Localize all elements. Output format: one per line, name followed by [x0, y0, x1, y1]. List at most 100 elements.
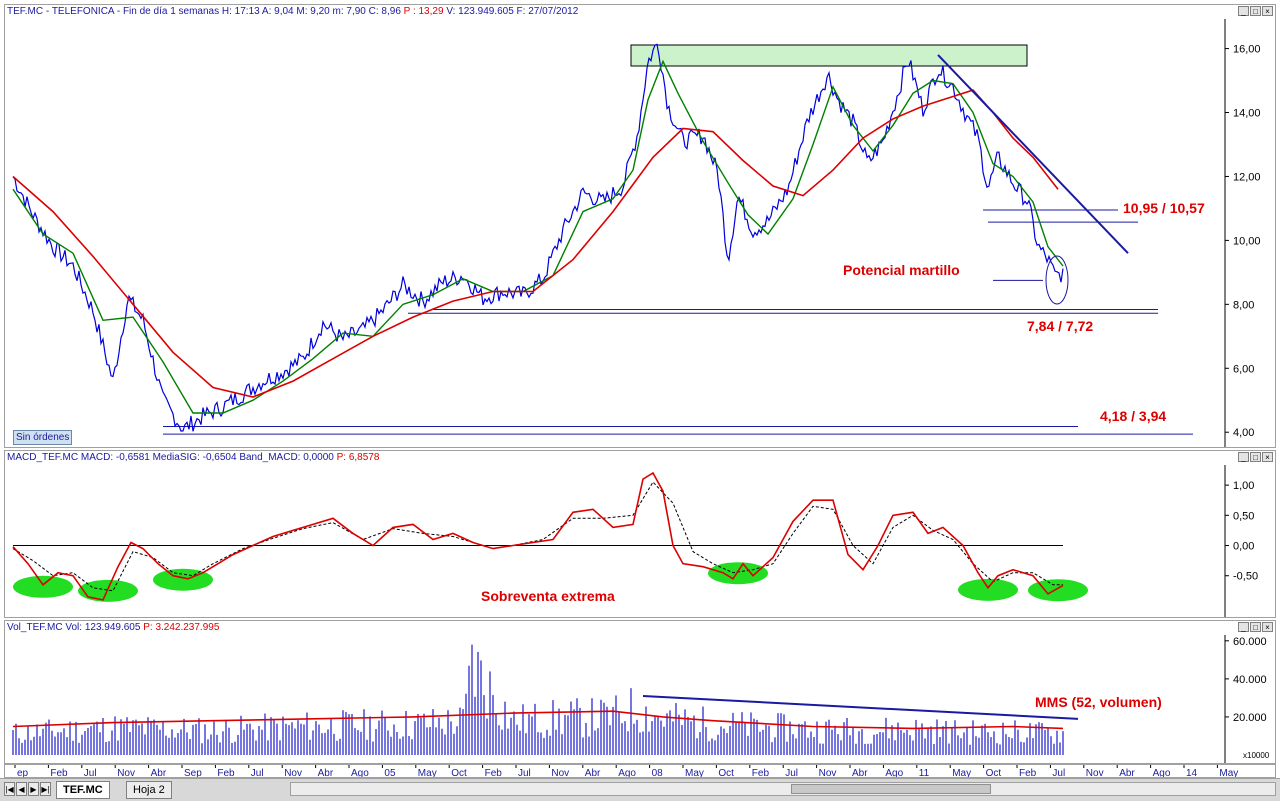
price-title-tail: V: 123.949.605 F: 27/07/2012: [446, 6, 579, 17]
macd-y-tick-label: 0,00: [1233, 541, 1254, 553]
annotation-low: 4,18 / 3,94: [1100, 408, 1166, 424]
tab-hoja-2[interactable]: Hoja 2: [126, 781, 172, 799]
x-tick-label: May: [1219, 768, 1238, 777]
price-y-tick-label: 12,00: [1233, 171, 1261, 183]
price-title-name: TEF.MC - TELEFONICA - Fin de día 1 seman…: [7, 6, 220, 17]
x-tick-label: May: [418, 768, 437, 777]
vol-y-tick-label: 60.000: [1233, 636, 1267, 648]
price-panel-title: TEF.MC - TELEFONICA - Fin de día 1 seman…: [7, 5, 578, 19]
price-y-tick-label: 14,00: [1233, 108, 1261, 120]
maximize-icon[interactable]: □: [1250, 6, 1261, 16]
slow-ma-line: [12, 89, 1059, 398]
x-tick-label: Ago: [618, 768, 636, 777]
vol-y-tick-label: 40.000: [1233, 674, 1267, 686]
macd-panel-title: MACD_TEF.MC MACD: -0,6581 MediaSIG: -0,6…: [7, 451, 379, 465]
volume-scale-note: x10000: [1243, 751, 1270, 760]
x-tick-label: Nov: [551, 768, 569, 777]
last-sheet-icon[interactable]: ▶|: [40, 782, 51, 796]
x-tick-label: Feb: [217, 768, 235, 777]
macd-title-pct: P: 6,8578: [336, 452, 380, 463]
resistance-zone: [630, 44, 1028, 67]
x-tick-label: Jul: [84, 768, 97, 777]
x-tick-label: Feb: [1019, 768, 1037, 777]
price-title-pct: P : 13,29: [403, 6, 444, 17]
price-window-buttons: _ □ ×: [1238, 6, 1273, 16]
x-tick-label: Nov: [819, 768, 837, 777]
volume-window-buttons: _ □ ×: [1238, 622, 1273, 632]
x-tick-label: Feb: [50, 768, 68, 777]
volume-panel-title: Vol_TEF.MC Vol: 123.949.605 P: 3.242.237…: [7, 621, 219, 635]
oversold-marker: [1028, 579, 1088, 602]
price-title-stats: H: 17:13 A: 9,04 M: 9,20 m: 7,90 C: 8,96: [221, 6, 401, 17]
macd-title-stats: MACD: -0,6581 MediaSIG: -0,6504 Band_MAC…: [80, 452, 334, 463]
x-tick-label: ep: [17, 768, 29, 777]
minimize-icon[interactable]: _: [1238, 452, 1249, 462]
close-icon[interactable]: ×: [1262, 452, 1273, 462]
price-panel: TEF.MC - TELEFONICA - Fin de día 1 seman…: [4, 4, 1276, 448]
x-tick-label: Jul: [1052, 768, 1065, 777]
x-tick-label: Ago: [1153, 768, 1171, 777]
next-sheet-icon[interactable]: ▶: [28, 782, 39, 796]
macd-y-tick-label: -0,50: [1233, 571, 1258, 583]
volume-trendline: [642, 695, 1079, 720]
x-tick-label: 14: [1186, 768, 1198, 777]
x-tick-label: Abr: [585, 768, 601, 777]
x-tick-label: May: [685, 768, 704, 777]
x-tick-label: May: [952, 768, 971, 777]
annotation-oversold: Sobreventa extrema: [481, 588, 615, 604]
x-tick-label: Ago: [885, 768, 903, 777]
x-tick-label: Abr: [852, 768, 868, 777]
price-y-tick-label: 8,00: [1233, 299, 1254, 311]
scrollbar-thumb[interactable]: [791, 784, 991, 794]
x-tick-label: Abr: [151, 768, 167, 777]
annotation-hammer: Potencial martillo: [843, 262, 960, 278]
x-tick-label: 08: [652, 768, 664, 777]
volume-title-name: Vol_TEF.MC: [7, 622, 63, 633]
x-tick-label: Nov: [1086, 768, 1104, 777]
price-y-tick-label: 6,00: [1233, 363, 1254, 375]
volume-panel: Vol_TEF.MC Vol: 123.949.605 P: 3.242.237…: [4, 620, 1276, 764]
close-icon[interactable]: ×: [1262, 6, 1273, 16]
annotation-support: 7,84 / 7,72: [1027, 318, 1093, 334]
maximize-icon[interactable]: □: [1250, 452, 1261, 462]
minimize-icon[interactable]: _: [1238, 622, 1249, 632]
horizontal-scrollbar[interactable]: [290, 782, 1276, 796]
volume-title-pct: P: 3.242.237.995: [143, 622, 220, 633]
volume-title-stats: Vol: 123.949.605: [65, 622, 141, 633]
x-tick-label: Feb: [752, 768, 770, 777]
x-tick-label: Jul: [518, 768, 531, 777]
annotation-mms: MMS (52, volumen): [1035, 694, 1162, 710]
sheet-bar: |◀ ◀ ▶ ▶| TEF.MC Hoja 2: [0, 778, 1280, 801]
sin-ordenes-badge[interactable]: Sin órdenes: [13, 430, 73, 445]
x-tick-label: Sep: [184, 768, 202, 777]
macd-line: [12, 471, 1064, 601]
prev-sheet-icon[interactable]: ◀: [16, 782, 27, 796]
close-icon[interactable]: ×: [1262, 622, 1273, 632]
volume-mms-line: [12, 710, 1064, 730]
macd-y-tick-label: 0,50: [1233, 510, 1254, 522]
volume-chart: 60.000 40.000 20.000 MMS (52, volumen) x10…: [12, 635, 1270, 763]
macd-y-tick-label: 1,00: [1233, 480, 1254, 492]
x-tick-label: Nov: [284, 768, 302, 777]
x-tick-label: 05: [384, 768, 396, 777]
x-tick-label: Feb: [485, 768, 503, 777]
hammer-ellipse: [1045, 255, 1069, 305]
x-tick-label: Oct: [986, 768, 1002, 777]
x-tick-label: Nov: [117, 768, 135, 777]
vol-y-tick-label: 20.000: [1233, 712, 1267, 724]
x-tick-label: 11: [919, 768, 930, 777]
x-tick-label: Ago: [351, 768, 369, 777]
macd-window-buttons: _ □ ×: [1238, 452, 1273, 462]
oversold-marker: [958, 578, 1018, 601]
x-tick-label: Oct: [451, 768, 467, 777]
price-series-line: [12, 43, 1064, 432]
tab-tef-mc[interactable]: TEF.MC: [56, 781, 110, 799]
x-tick-label: Oct: [718, 768, 734, 777]
macd-chart: 1,00 0,50 0,00 -0,50 Sobreventa extrema: [12, 465, 1258, 617]
oversold-marker: [78, 579, 138, 602]
minimize-icon[interactable]: _: [1238, 6, 1249, 16]
macd-panel: MACD_TEF.MC MACD: -0,6581 MediaSIG: -0,6…: [4, 450, 1276, 618]
descending-trendline: [937, 54, 1129, 254]
maximize-icon[interactable]: □: [1250, 622, 1261, 632]
first-sheet-icon[interactable]: |◀: [4, 782, 15, 796]
